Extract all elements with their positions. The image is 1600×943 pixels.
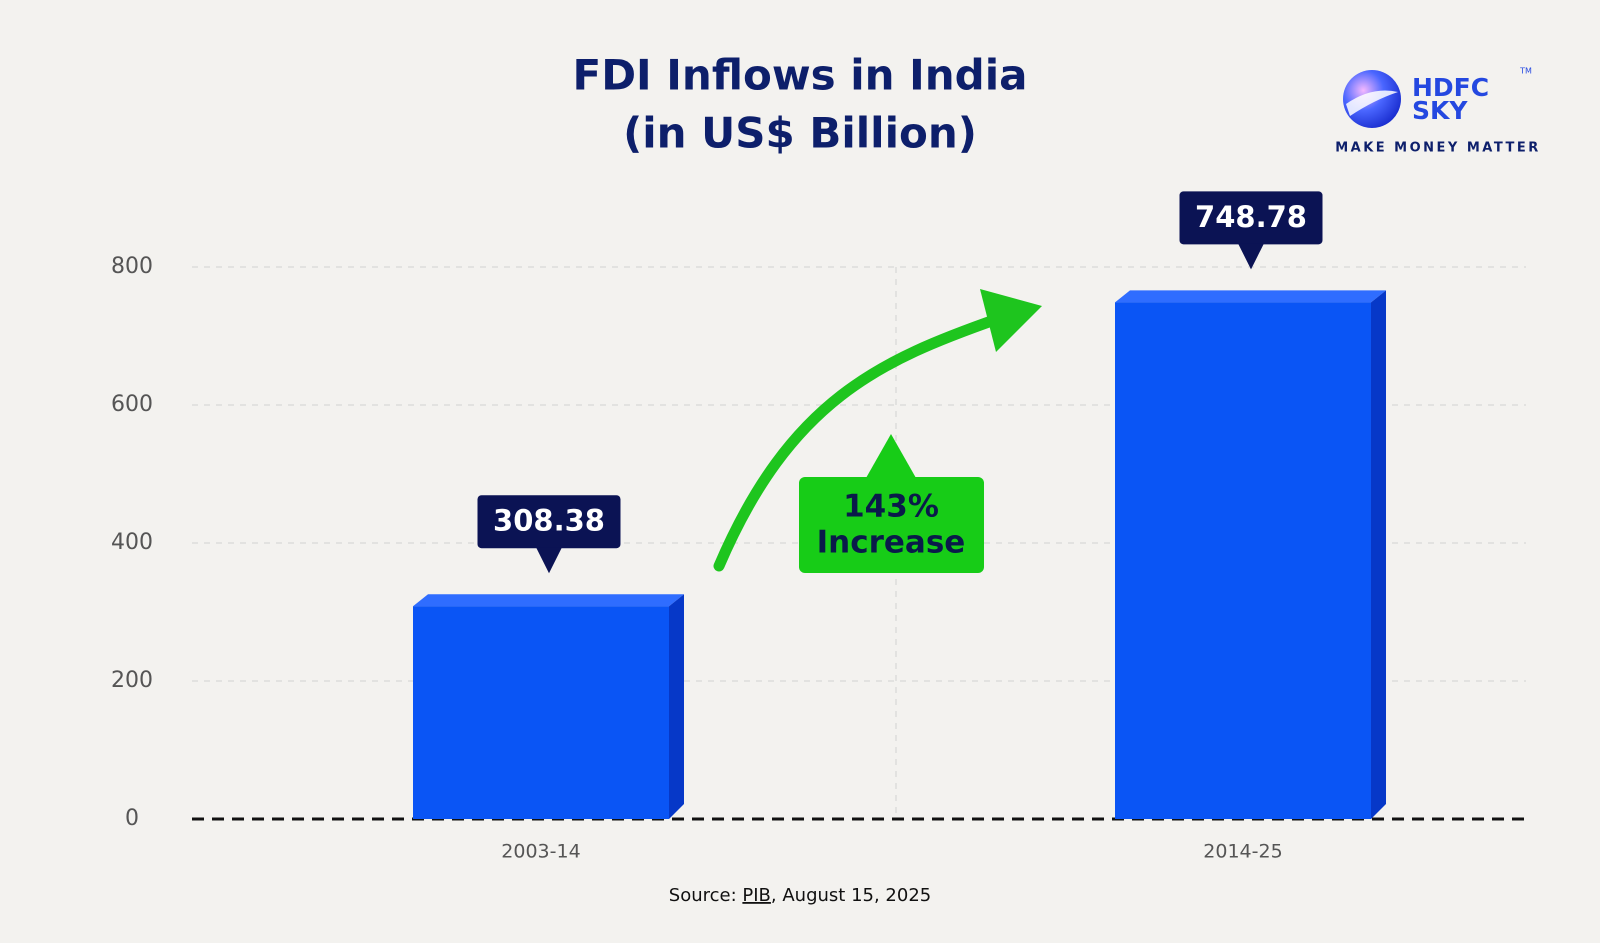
bar-top xyxy=(1115,290,1386,303)
y-tick-label: 400 xyxy=(111,530,153,555)
value-label-pointer xyxy=(1238,243,1264,270)
annotation: 143% xyxy=(843,489,939,525)
annotation-box: 143% Increase xyxy=(799,434,984,573)
source-part: , August 15, 2025 xyxy=(771,885,931,906)
bar-side xyxy=(1371,290,1386,819)
value-label: 308.38 xyxy=(493,504,605,538)
bar xyxy=(1115,302,1371,819)
bar-top xyxy=(413,594,684,607)
y-tick-label: 200 xyxy=(111,668,153,693)
x-tick-label: 2014-25 xyxy=(1203,841,1282,863)
source: Source: PIB, August 15, 2025 xyxy=(669,885,931,906)
value-label-pointer xyxy=(536,547,562,574)
logo-name: HDFC xyxy=(1412,73,1489,102)
annotation: Increase xyxy=(817,525,966,561)
increase-arrow xyxy=(713,289,1042,572)
logo-swoosh xyxy=(1346,90,1398,116)
source-link: PIB xyxy=(742,885,771,906)
source-part: Source: xyxy=(669,885,743,906)
y-tick-label: 0 xyxy=(125,806,139,831)
chart-subtitle: (in US$ Billion) xyxy=(623,109,977,158)
x-tick-label: 2003-14 xyxy=(501,841,580,863)
logo-tm: TM xyxy=(1519,67,1532,76)
arrow-head xyxy=(980,289,1042,352)
bar xyxy=(413,606,669,819)
value-label-bg xyxy=(1179,191,1323,245)
value-label-bg xyxy=(477,495,621,549)
annotation-pointer xyxy=(866,434,916,478)
annotation-bg xyxy=(799,477,984,573)
chart-title: FDI Inflows in India xyxy=(573,51,1028,100)
value-label: 748.78 xyxy=(1195,200,1307,234)
y-tick-label: 600 xyxy=(111,392,153,417)
logo-name: SKY xyxy=(1412,96,1468,125)
arrow-curve xyxy=(713,312,1006,572)
y-tick-label: 800 xyxy=(111,254,153,279)
logo-tagline: MAKE MONEY MATTER xyxy=(1335,141,1541,156)
bar-side xyxy=(669,594,684,819)
logo: HDFC SKY TM MAKE MONEY MATTER xyxy=(1335,67,1541,156)
